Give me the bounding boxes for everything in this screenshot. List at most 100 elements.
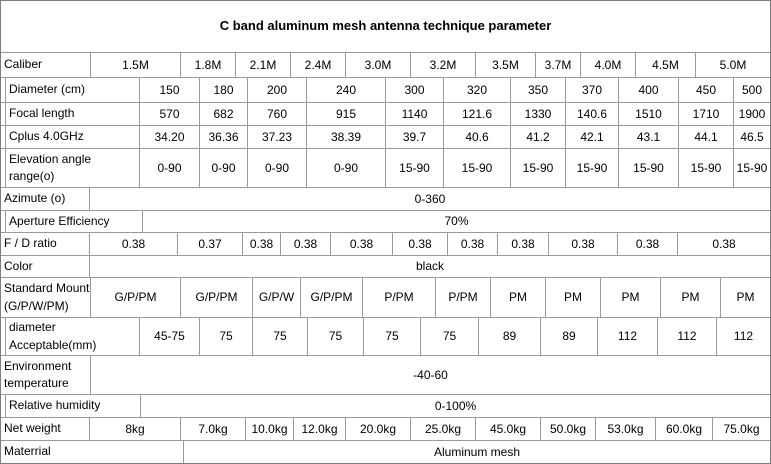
row-label: Focal length	[6, 103, 140, 125]
table-cell: 121.6	[444, 103, 511, 125]
table-cell: 570	[140, 103, 200, 125]
table-cell: 15-90	[386, 149, 444, 187]
table-cell: 0.38	[498, 233, 549, 255]
indent-spacer	[1, 395, 6, 417]
table-cell: 0.38	[331, 233, 393, 255]
table-cell: 46.5	[740, 129, 764, 144]
table-cell: 0.38	[243, 233, 281, 255]
table-cell: 89	[541, 318, 598, 355]
table-cell: P/PM	[436, 278, 491, 317]
table-cell: 50.0kg	[541, 418, 596, 440]
table-row-aperture-efficiency: Aperture Efficiency 70%	[1, 211, 770, 233]
table-cell: P/PM	[363, 278, 436, 317]
row-label: Aperture Efficiency	[6, 211, 143, 232]
row-label: diameter Acceptable(mm)	[6, 318, 140, 355]
table-cell: 53.0kg	[596, 418, 656, 440]
table-cell: 4.5M	[636, 53, 696, 77]
table-cell: 370	[566, 78, 619, 102]
table-cell: 1.5M	[91, 53, 181, 77]
table-cell: 34.20	[140, 126, 200, 148]
table-cell: 44.1	[679, 126, 734, 148]
table-cell: 682	[200, 103, 248, 125]
table-cell: 0.37	[178, 233, 243, 255]
table-row-elevation: Elevation angle range(o) 0-90 0-90 0-90 0-9…	[1, 149, 770, 188]
table-cell: 0.38	[712, 236, 736, 251]
table-cell: 75	[364, 318, 421, 355]
table-cell: 15-90	[566, 149, 619, 187]
table-cell: 37.23	[248, 126, 307, 148]
table-cell: 40.6	[444, 126, 511, 148]
table-cell: 150	[140, 78, 200, 102]
table-cell: 75	[200, 318, 253, 355]
table-cell: 240	[307, 78, 386, 102]
table-cell: 112	[658, 318, 717, 355]
table-cell: 1140	[386, 103, 444, 125]
indent-spacer	[1, 211, 6, 232]
table-cell: 1710	[679, 103, 734, 125]
table-cell: 112	[598, 318, 658, 355]
table-cell: 0.38	[393, 233, 448, 255]
table-cell: 5.0M	[719, 57, 747, 72]
span-cell: black	[415, 259, 444, 273]
indent-spacer	[1, 126, 6, 148]
table-row-cplus: Cplus 4.0GHz 34.20 36.36 37.23 38.39 39.7 40.…	[1, 126, 770, 149]
table-row-standard-mount: Standard Mount (G/P/W/PM) G/P/PM G/P/PM G/…	[1, 278, 770, 318]
table-cell: 42.1	[566, 126, 619, 148]
row-label: Materrial	[1, 441, 184, 463]
table-cell: 915	[307, 103, 386, 125]
table-cell: 400	[619, 78, 679, 102]
table-cell: 2.4M	[291, 53, 346, 77]
table-cell: 0.38	[448, 233, 498, 255]
table-cell: 1330	[511, 103, 566, 125]
table-cell: PM	[661, 278, 721, 317]
table-cell: 450	[679, 78, 734, 102]
table-cell: 41.2	[511, 126, 566, 148]
table-cell: PM	[736, 290, 755, 304]
row-label: Diameter (cm)	[6, 78, 140, 102]
table-cell: 500	[741, 82, 763, 97]
table-cell: 75	[421, 318, 479, 355]
table-cell: 350	[511, 78, 566, 102]
table-cell: 7.0kg	[181, 418, 246, 440]
table-cell: 75.0kg	[723, 421, 760, 436]
table-cell: 39.7	[386, 126, 444, 148]
table-cell: PM	[491, 278, 546, 317]
span-cell: 70%	[444, 214, 469, 228]
table-cell: 760	[248, 103, 307, 125]
indent-spacer	[1, 318, 6, 355]
row-label: Environment temperature	[1, 356, 91, 394]
table-cell: 0-90	[248, 149, 307, 187]
table-cell: 3.2M	[411, 53, 476, 77]
table-cell: 0-90	[200, 149, 248, 187]
span-cell: Aluminum mesh	[433, 444, 521, 459]
row-label: Relative humidity	[6, 395, 141, 417]
table-row-diameter-acceptable: diameter Acceptable(mm) 45-75 75 75 75 75 75 8…	[1, 318, 770, 356]
row-label: Standard Mount (G/P/W/PM)	[1, 278, 91, 317]
table-cell: 300	[386, 78, 444, 102]
span-cell: 0-100%	[434, 398, 477, 413]
table-cell: 12.0kg	[294, 418, 346, 440]
table-cell: 1510	[619, 103, 679, 125]
indent-spacer	[1, 78, 6, 102]
table-row-azimute: Azimute (o) 0-360	[1, 188, 770, 211]
table-cell: 0-90	[140, 149, 200, 187]
row-label: Cplus 4.0GHz	[6, 126, 140, 148]
table-cell: 20.0kg	[346, 418, 411, 440]
table-cell: 140.6	[566, 103, 619, 125]
table-cell: 75	[253, 318, 308, 355]
table-cell: 4.0M	[581, 53, 636, 77]
table-cell: 8kg	[90, 418, 181, 440]
table-cell: 0.38	[549, 233, 618, 255]
page-title: C band aluminum mesh antenna technique p…	[1, 1, 770, 53]
table-cell: 0.38	[281, 233, 331, 255]
table-cell: G/P/PM	[91, 278, 181, 317]
table-cell: G/P/PM	[181, 278, 253, 317]
table-cell: 0.38	[618, 233, 678, 255]
table-row-diameter: Diameter (cm) 150 180 200 240 300 320 350 370 40…	[1, 78, 770, 103]
table-cell: 38.39	[307, 126, 386, 148]
table-cell: 2.1M	[236, 53, 291, 77]
table-cell: 1.8M	[181, 53, 236, 77]
table-cell: 60.0kg	[656, 418, 713, 440]
table-cell: 45.0kg	[476, 418, 541, 440]
